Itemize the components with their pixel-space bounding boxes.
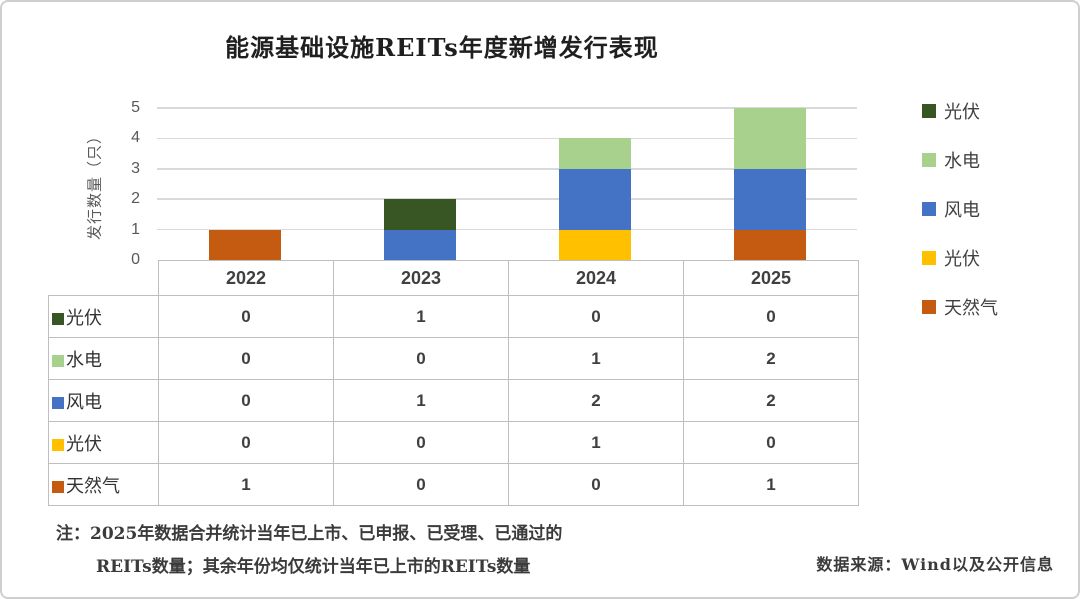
table-cell: 1 xyxy=(333,295,509,338)
table-cell: 1 xyxy=(508,337,684,380)
bar-segment-水电 xyxy=(558,138,631,169)
table-cell: 0 xyxy=(158,421,334,464)
series-marker-icon xyxy=(52,312,64,325)
bar-segment-水电 xyxy=(733,108,806,169)
y-tick-label: 1 xyxy=(131,220,140,238)
table-cell: 0 xyxy=(158,295,334,338)
chart-legend: 光伏 水电 风电 光伏 天然气 xyxy=(922,98,998,320)
table-cell: 0 xyxy=(683,421,859,464)
gridline xyxy=(157,168,857,170)
table-cell: 0 xyxy=(333,421,509,464)
table-cell: 0 xyxy=(683,295,859,338)
table-cell: 0 xyxy=(508,295,684,338)
footnote: 注：2025年数据合并统计当年已上市、已申报、已受理、已通过的 REITs数量；… xyxy=(56,518,562,584)
table-cell: 0 xyxy=(508,463,684,506)
bar-segment-天然气 xyxy=(733,229,806,260)
legend-item: 光伏 xyxy=(922,98,998,124)
y-tick-label: 3 xyxy=(131,159,140,177)
table-cell: 2 xyxy=(683,379,859,422)
gridline xyxy=(157,228,857,231)
data-table: 2022 2023 2024 2025 光伏 0 1 0 0 水电 0 0 1 … xyxy=(48,260,859,506)
row-label-cell: 光伏 xyxy=(48,421,159,464)
legend-item: 风电 xyxy=(922,196,998,222)
year-header: 2024 xyxy=(508,260,684,296)
legend-swatch-icon xyxy=(922,104,936,118)
y-tick-label: 0 xyxy=(131,251,140,268)
chart-title: 能源基础设施REITs年度新增发行表现 xyxy=(225,33,659,62)
row-label-cell: 光伏 xyxy=(48,295,159,338)
gridline xyxy=(157,137,857,140)
bar-segment-风电 xyxy=(383,229,456,260)
table-row: 光伏 0 1 0 0 xyxy=(48,295,859,338)
row-label-cell: 风电 xyxy=(48,379,159,422)
year-header: 2022 xyxy=(158,260,334,296)
table-row: 光伏 0 0 1 0 xyxy=(48,421,859,464)
table-cell: 1 xyxy=(683,463,859,506)
legend-swatch-icon xyxy=(922,153,936,167)
y-axis-ticks: 0 1 2 3 4 5 xyxy=(106,99,140,268)
bar-2025 xyxy=(733,108,806,260)
bar-segment-风电 xyxy=(558,168,631,230)
legend-item: 天然气 xyxy=(922,294,998,320)
y-tick-label: 5 xyxy=(131,99,140,116)
row-label-cell: 水电 xyxy=(48,337,159,380)
legend-swatch-icon xyxy=(922,251,936,265)
table-corner-cell xyxy=(49,261,159,296)
row-label: 光伏 xyxy=(66,307,102,328)
legend-item: 水电 xyxy=(922,147,998,173)
row-label: 风电 xyxy=(66,391,102,412)
legend-item: 光伏 xyxy=(922,245,998,271)
gridline xyxy=(157,107,857,109)
row-label-cell: 天然气 xyxy=(48,463,159,506)
bar-segment-天然气 xyxy=(208,229,281,260)
row-label: 天然气 xyxy=(66,475,120,496)
series-marker-icon xyxy=(52,480,64,493)
table-row: 风电 0 1 2 2 xyxy=(48,379,859,422)
legend-label: 水电 xyxy=(944,151,980,171)
footnote-line-2: REITs数量；其余年份均仅统计当年已上市的REITs数量 xyxy=(96,557,531,577)
legend-swatch-icon xyxy=(922,300,936,314)
row-label: 光伏 xyxy=(66,433,102,454)
series-marker-icon xyxy=(52,354,64,367)
bar-2023 xyxy=(383,199,456,260)
bar-segment-风电 xyxy=(733,168,806,230)
table-cell: 0 xyxy=(333,463,509,506)
table-cell: 0 xyxy=(333,337,509,380)
data-source: 数据来源：Wind以及公开信息 xyxy=(816,555,1054,574)
bar-2022 xyxy=(208,229,281,260)
footnote-line-1: 注：2025年数据合并统计当年已上市、已申报、已受理、已通过的 xyxy=(56,524,563,544)
y-axis-label: 发行数量（只） xyxy=(86,127,104,241)
table-header-row: 2022 2023 2024 2025 xyxy=(49,260,859,296)
table-cell: 1 xyxy=(333,379,509,422)
legend-label: 天然气 xyxy=(944,298,998,318)
year-header: 2023 xyxy=(333,260,509,296)
table-cell: 2 xyxy=(683,337,859,380)
row-label: 水电 xyxy=(66,349,102,370)
bar-segment-光伏 xyxy=(558,229,631,260)
plot-area xyxy=(157,107,857,260)
table-cell: 1 xyxy=(508,421,684,464)
bar-2024 xyxy=(558,138,631,260)
y-tick-label: 2 xyxy=(131,190,140,208)
table-cell: 0 xyxy=(158,379,334,422)
y-tick-label: 4 xyxy=(131,129,140,147)
legend-label: 光伏 xyxy=(944,249,980,269)
table-cell: 1 xyxy=(158,463,334,506)
table-row: 天然气 1 0 0 1 xyxy=(48,463,859,506)
table-cell: 2 xyxy=(508,379,684,422)
gridline xyxy=(157,198,857,200)
table-row: 水电 0 0 1 2 xyxy=(48,337,859,380)
legend-label: 风电 xyxy=(944,200,980,220)
bar-segment-光伏 xyxy=(383,199,456,230)
series-marker-icon xyxy=(52,396,64,409)
series-marker-icon xyxy=(52,438,64,451)
table-cell: 0 xyxy=(158,337,334,380)
legend-swatch-icon xyxy=(922,202,936,216)
year-header: 2025 xyxy=(683,260,859,296)
legend-label: 光伏 xyxy=(944,102,980,122)
